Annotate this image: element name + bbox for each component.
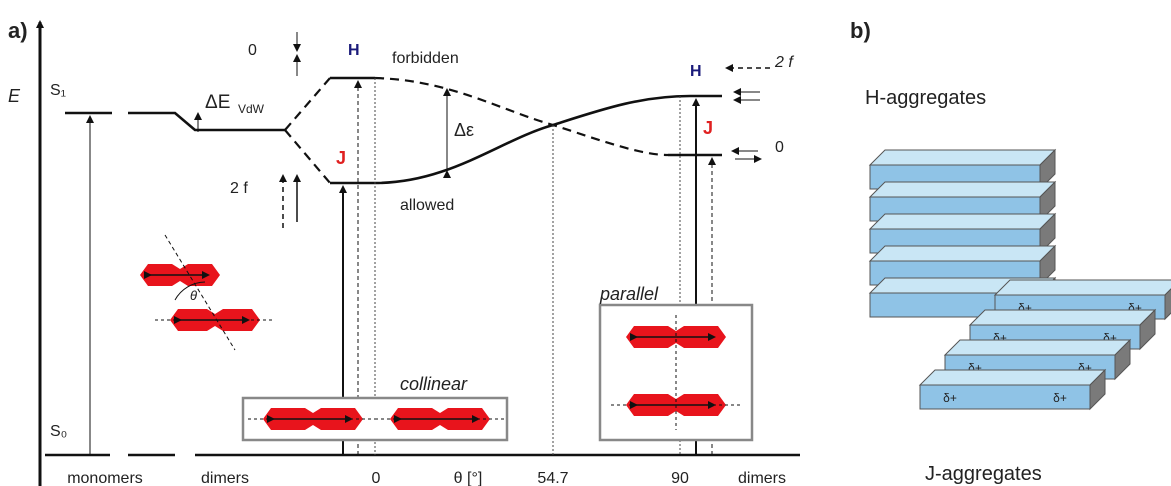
allowed-curve [375,96,722,183]
axis-label: E [8,86,21,106]
two-f-label: 2 f [230,180,248,197]
slab-top [920,370,1105,385]
vdw-label: ΔE [205,92,230,113]
slab-top [995,280,1171,295]
aggregate-label: J-aggregates [925,463,1042,485]
x-label: θ [°] [454,470,483,486]
x-label: dimers [201,470,249,486]
slabs: δ+δ+δ+δ+δ+δ+δ+δ+ [870,150,1171,409]
zero-label: 0 [248,42,257,59]
x-label: 54.7 [537,470,568,486]
x-label: monomers [67,470,143,486]
panel-label: a) [8,18,28,43]
slab-top [945,340,1130,355]
x-labels: monomers dimers 0 θ [°] 54.7 90 dimers [67,470,786,486]
slab-top [870,246,1055,261]
allowed-label: allowed [400,197,454,214]
j-label: J [336,148,346,168]
panel-a: a) E S₁ S₀ ΔE VdW 0 2 f H J forbidden al… [8,18,800,486]
x-label: dimers [738,470,786,486]
h-label: H [690,63,702,80]
slab-top [970,310,1155,325]
collinear-label: collinear [400,374,468,394]
zero-label: 0 [775,139,784,156]
slab-top [870,182,1055,197]
theta-label: θ [190,288,197,303]
angle-line [165,235,235,350]
slab-top [870,214,1055,229]
forbidden-label: forbidden [392,50,459,67]
delta-epsilon-label: Δε [454,120,474,140]
state-label: S₁ [50,82,66,99]
j-label: J [703,118,713,138]
h-label: H [348,42,360,59]
figure: a) E S₁ S₀ ΔE VdW 0 2 f H J forbidden al… [0,0,1171,486]
x-label: 0 [372,470,381,486]
two-f-label: 2 f [774,54,794,71]
vdw-sub: VdW [238,102,265,116]
forbidden-curve [375,78,668,155]
parallel-label: parallel [599,284,659,304]
charge-label: δ+ [1053,391,1067,405]
panel-label: b) [850,18,871,43]
state-label: S₀ [50,423,67,440]
panel-b: b) H-aggregates δ+δ+δ+δ+δ+δ+δ+δ+ J-aggre… [850,18,1171,485]
splitting [285,78,330,183]
charge-label: δ+ [943,391,957,405]
slab-top [870,150,1055,165]
x-label: 90 [671,470,689,486]
aggregate-label: H-aggregates [865,87,986,109]
